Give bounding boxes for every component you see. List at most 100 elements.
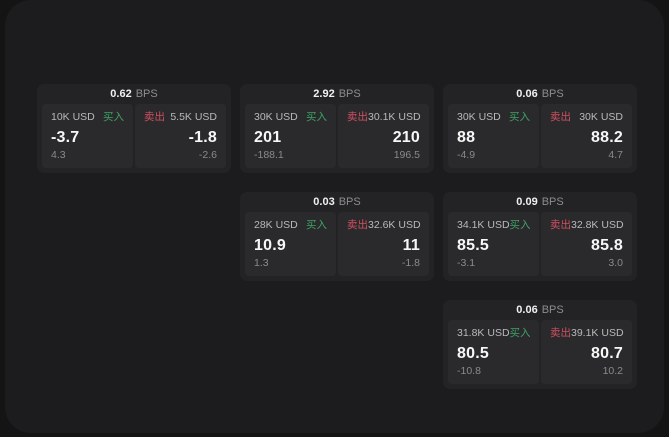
buy-side-label: 买入 [509, 111, 530, 123]
buy-side-label: 买入 [509, 219, 531, 231]
sell-delta: -1.8 [401, 257, 420, 269]
buy-delta: -4.9 [457, 149, 476, 161]
sell-price: 80.7 [591, 345, 623, 362]
buy-sell-panels: 28K USD 买入 10.9 1.3 卖出 32.6K USD 11 -1.8 [245, 212, 429, 276]
buy-amount: 10K USD [51, 111, 95, 123]
bps-header: 0.06 BPS [448, 84, 632, 104]
bps-unit-label: BPS [338, 196, 361, 208]
sell-delta: -2.6 [198, 149, 217, 161]
sell-delta: 4.7 [608, 149, 623, 161]
buy-panel[interactable]: 28K USD 买入 10.9 1.3 [245, 212, 336, 276]
sell-price: 11 [402, 237, 420, 254]
bps-unit-label: BPS [541, 88, 564, 100]
buy-panel[interactable]: 34.1K USD 买入 85.5 -3.1 [448, 212, 539, 276]
sell-panel[interactable]: 卖出 39.1K USD 80.7 10.2 [541, 320, 632, 384]
sell-side-label: 卖出 [347, 111, 368, 123]
sell-panel[interactable]: 卖出 30K USD 88.2 4.7 [541, 104, 632, 168]
bps-header: 0.62 BPS [42, 84, 226, 104]
buy-amount: 30K USD [457, 111, 501, 123]
sell-delta: 3.0 [608, 257, 623, 269]
bps-value: 2.92 [313, 88, 335, 100]
buy-panel-top: 31.8K USD 买入 [457, 327, 531, 340]
bps-value: 0.09 [516, 196, 538, 208]
sell-panel-top: 卖出 30.1K USD [347, 111, 421, 124]
buy-panel-top: 28K USD 买入 [254, 219, 327, 232]
sell-panel-top: 卖出 32.8K USD [550, 219, 624, 232]
quote-grid: 0.62 BPS 10K USD 买入 -3.7 4.3 卖出 5.5K USD [37, 84, 637, 389]
sell-price: -1.8 [188, 129, 217, 146]
quote-card[interactable]: 0.06 BPS 31.8K USD 买入 80.5 -10.8 卖出 39.1… [443, 300, 637, 389]
quote-card[interactable]: 0.03 BPS 28K USD 买入 10.9 1.3 卖出 32.6K US… [240, 192, 434, 281]
sell-price: 210 [392, 129, 420, 146]
sell-amount: 32.8K USD [571, 219, 624, 231]
sell-side-label: 卖出 [347, 219, 368, 231]
bps-header: 2.92 BPS [245, 84, 429, 104]
buy-sell-panels: 10K USD 买入 -3.7 4.3 卖出 5.5K USD -1.8 -2.… [42, 104, 226, 168]
bps-value: 0.62 [110, 88, 132, 100]
sell-side-label: 卖出 [144, 111, 165, 123]
sell-amount: 30.1K USD [368, 111, 421, 123]
buy-delta: -188.1 [254, 149, 284, 161]
buy-delta: -10.8 [457, 365, 481, 377]
sell-panel-top: 卖出 39.1K USD [550, 327, 624, 340]
sell-amount: 39.1K USD [571, 327, 624, 339]
quote-card[interactable]: 2.92 BPS 30K USD 买入 201 -188.1 卖出 30.1K … [240, 84, 434, 173]
sell-side-label: 卖出 [550, 327, 571, 339]
buy-price: -3.7 [51, 129, 80, 146]
buy-panel[interactable]: 30K USD 买入 88 -4.9 [448, 104, 539, 168]
sell-side-label: 卖出 [550, 219, 571, 231]
buy-price: 80.5 [457, 345, 489, 362]
buy-delta: 4.3 [51, 149, 66, 161]
bps-header: 0.09 BPS [448, 192, 632, 212]
buy-panel-top: 10K USD 买入 [51, 111, 124, 124]
sell-panel[interactable]: 卖出 30.1K USD 210 196.5 [338, 104, 429, 168]
sell-panel-top: 卖出 32.6K USD [347, 219, 421, 232]
buy-price: 88 [457, 129, 476, 146]
sell-amount: 5.5K USD [170, 111, 217, 123]
buy-amount: 31.8K USD [457, 327, 510, 339]
sell-price: 85.8 [591, 237, 623, 254]
buy-panel[interactable]: 10K USD 买入 -3.7 4.3 [42, 104, 133, 168]
buy-panel-top: 34.1K USD 买入 [457, 219, 531, 232]
sell-amount: 30K USD [579, 111, 623, 123]
quote-card[interactable]: 0.06 BPS 30K USD 买入 88 -4.9 卖出 30K USD [443, 84, 637, 173]
bps-unit-label: BPS [541, 304, 564, 316]
quote-card[interactable]: 0.62 BPS 10K USD 买入 -3.7 4.3 卖出 5.5K USD [37, 84, 231, 173]
buy-delta: -3.1 [457, 257, 476, 269]
sell-price: 88.2 [591, 129, 623, 146]
buy-panel-top: 30K USD 买入 [457, 111, 530, 124]
buy-side-label: 买入 [306, 219, 327, 231]
buy-sell-panels: 30K USD 买入 88 -4.9 卖出 30K USD 88.2 4.7 [448, 104, 632, 168]
sell-panel-top: 卖出 5.5K USD [144, 111, 217, 124]
buy-price: 85.5 [457, 237, 489, 254]
sell-panel[interactable]: 卖出 5.5K USD -1.8 -2.6 [135, 104, 226, 168]
bps-header: 0.03 BPS [245, 192, 429, 212]
buy-delta: 1.3 [254, 257, 269, 269]
buy-panel[interactable]: 31.8K USD 买入 80.5 -10.8 [448, 320, 539, 384]
buy-side-label: 买入 [306, 111, 327, 123]
sell-side-label: 卖出 [550, 111, 571, 123]
buy-price: 201 [254, 129, 282, 146]
buy-sell-panels: 30K USD 买入 201 -188.1 卖出 30.1K USD 210 1… [245, 104, 429, 168]
buy-side-label: 买入 [103, 111, 124, 123]
sell-delta: 10.2 [602, 365, 623, 377]
buy-amount: 34.1K USD [457, 219, 510, 231]
sell-panel-top: 卖出 30K USD [550, 111, 623, 124]
sell-panel[interactable]: 卖出 32.6K USD 11 -1.8 [338, 212, 429, 276]
bps-unit-label: BPS [135, 88, 158, 100]
buy-sell-panels: 31.8K USD 买入 80.5 -10.8 卖出 39.1K USD 80.… [448, 320, 632, 384]
sell-delta: 196.5 [393, 149, 420, 161]
quote-card[interactable]: 0.09 BPS 34.1K USD 买入 85.5 -3.1 卖出 32.8K… [443, 192, 637, 281]
buy-panel[interactable]: 30K USD 买入 201 -188.1 [245, 104, 336, 168]
bps-value: 0.06 [516, 304, 538, 316]
sell-panel[interactable]: 卖出 32.8K USD 85.8 3.0 [541, 212, 632, 276]
buy-sell-panels: 34.1K USD 买入 85.5 -3.1 卖出 32.8K USD 85.8… [448, 212, 632, 276]
buy-price: 10.9 [254, 237, 286, 254]
sell-amount: 32.6K USD [368, 219, 421, 231]
buy-panel-top: 30K USD 买入 [254, 111, 327, 124]
bps-unit-label: BPS [541, 196, 564, 208]
buy-amount: 30K USD [254, 111, 298, 123]
buy-side-label: 买入 [509, 327, 531, 339]
page-surface: 0.62 BPS 10K USD 买入 -3.7 4.3 卖出 5.5K USD [5, 0, 664, 433]
bps-value: 0.06 [516, 88, 538, 100]
